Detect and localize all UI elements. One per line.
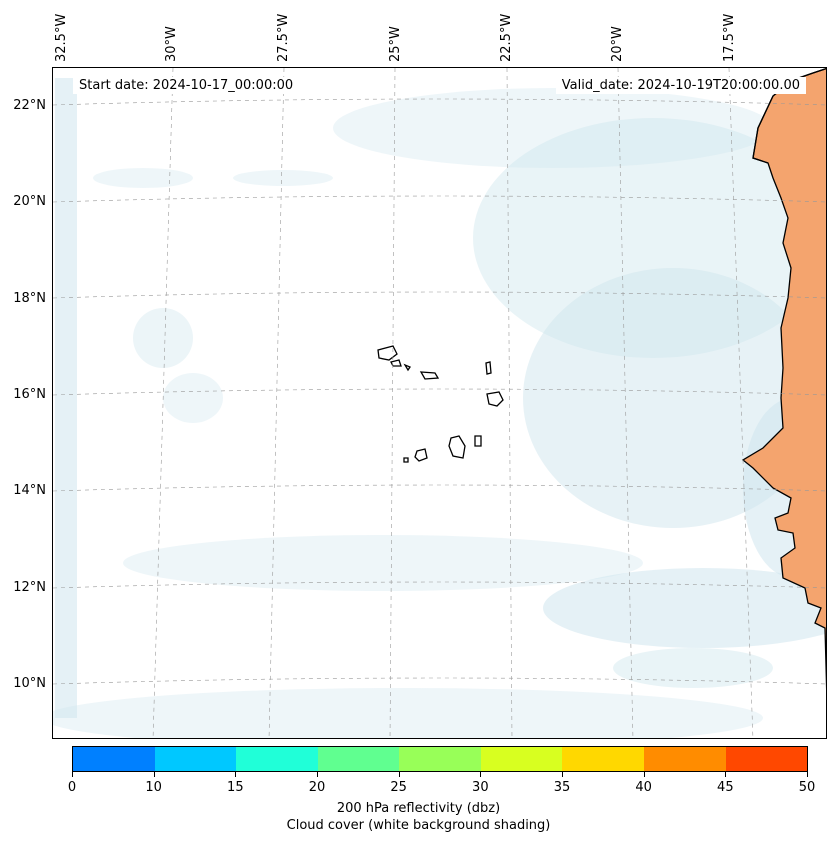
colorbar-sublabel: Cloud cover (white background shading): [286, 818, 551, 833]
colorbar-tick-label: 30: [472, 780, 489, 795]
map-panel[interactable]: Start date: 2024-10-17_00:00:00 Valid_da…: [52, 67, 827, 739]
colorbar-tick: [317, 772, 318, 777]
colorbar-tick-label: 15: [227, 780, 244, 795]
colorbar-tick-label: 0: [67, 780, 77, 795]
lon-label: 32.5°W: [54, 13, 69, 62]
colorbar-label: 200 hPa reflectivity (dbz): [336, 801, 501, 816]
start-date-label: Start date: 2024-10-17_00:00:00: [73, 77, 300, 94]
colorbar-tick: [643, 772, 645, 777]
lon-label: 20°W: [610, 26, 625, 62]
lat-label: 14°N: [13, 483, 46, 498]
colorbar-tick: [72, 772, 73, 777]
colorbar-tick-label: 20: [308, 780, 326, 795]
colorbar-tick-label: 40: [635, 780, 652, 795]
graticule: [53, 68, 826, 738]
colorbar-tick: [153, 772, 155, 777]
colorbar-tick: [480, 772, 482, 777]
lat-label: 12°N: [13, 580, 46, 595]
colorbar-segment: [236, 747, 318, 771]
colorbar-tick: [562, 772, 563, 777]
lon-label: 17.5°W: [722, 13, 737, 62]
lon-label: 30°W: [164, 26, 179, 62]
colorbar-segment: [399, 747, 481, 771]
colorbar-segment: [725, 747, 808, 771]
map-canvas: [53, 68, 826, 738]
lat-label: 20°N: [13, 194, 46, 209]
lat-label: 10°N: [13, 676, 46, 691]
colorbar: [72, 746, 808, 772]
lat-label: 22°N: [13, 98, 46, 113]
cloud-cover-shading: [53, 78, 826, 738]
colorbar-tick: [807, 772, 808, 777]
cape-verde-islands: [377, 345, 504, 463]
lat-label: 18°N: [13, 291, 46, 306]
lon-label: 22.5°W: [499, 13, 514, 62]
colorbar-tick: [398, 772, 400, 777]
colorbar-segment: [73, 747, 155, 771]
colorbar-tick-label: 50: [798, 780, 816, 795]
colorbar-tick-label: 10: [145, 780, 162, 795]
valid-date-label: Valid_date: 2024-10-19T20:00:00.00: [555, 77, 806, 94]
colorbar-tick-label: 35: [553, 780, 571, 795]
colorbar-segment: [317, 747, 400, 771]
colorbar-segment: [562, 747, 644, 771]
colorbar-segment: [643, 747, 726, 771]
lon-label: 25°W: [388, 26, 403, 62]
colorbar-tick-label: 25: [390, 780, 407, 795]
colorbar-segment: [480, 747, 563, 771]
lat-label: 16°N: [13, 387, 46, 402]
colorbar-tick: [725, 772, 727, 777]
colorbar-tick-label: 45: [717, 780, 734, 795]
colorbar-tick: [235, 772, 237, 777]
lon-label: 27.5°W: [276, 13, 291, 62]
colorbar-segment: [154, 747, 237, 771]
